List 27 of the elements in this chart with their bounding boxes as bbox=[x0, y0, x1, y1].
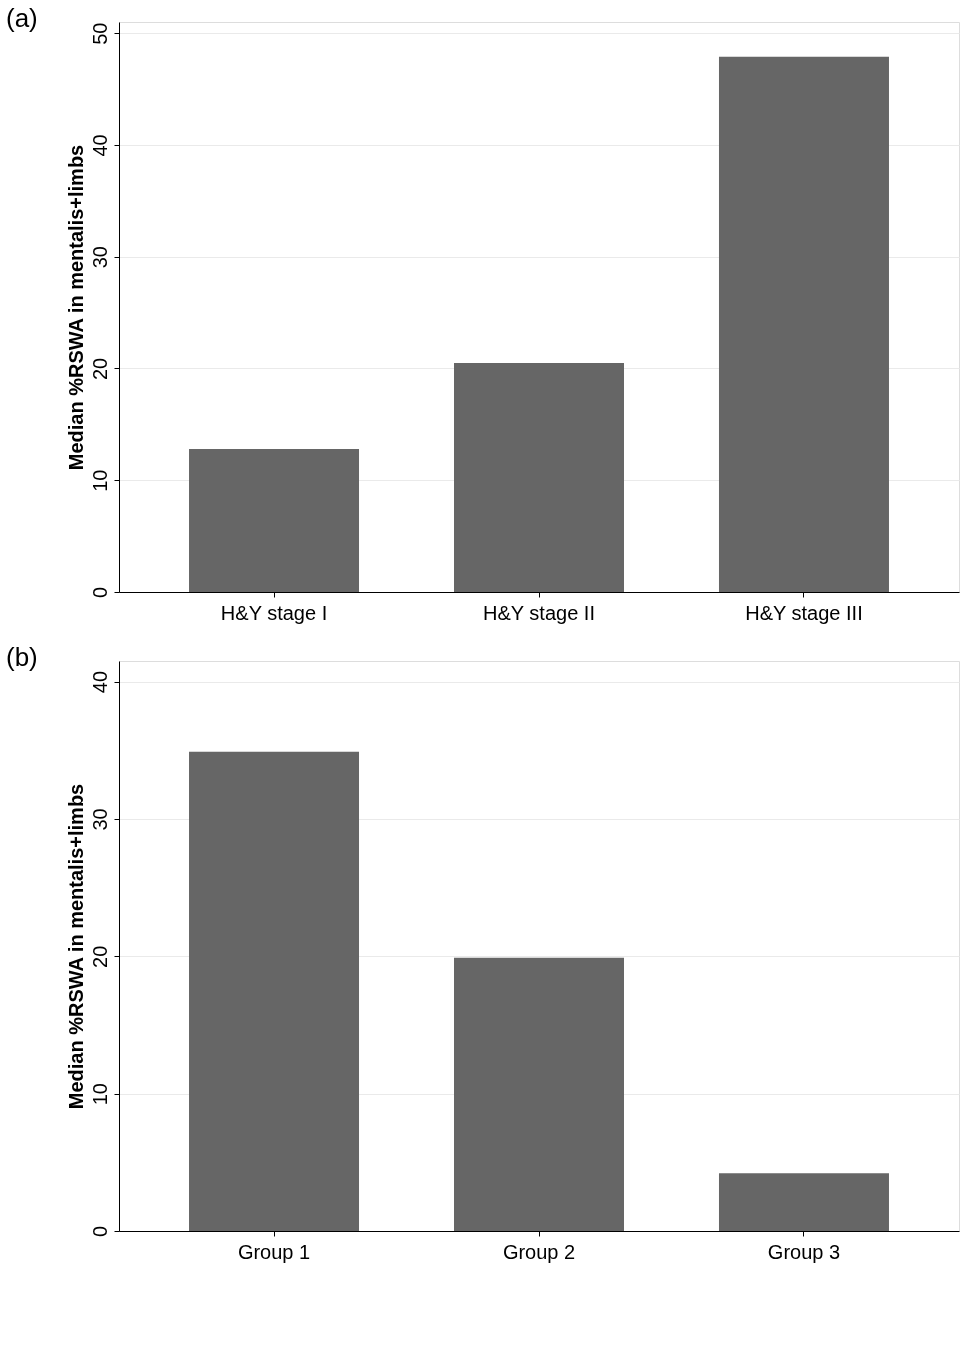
y-tick-label: 10 bbox=[88, 1083, 111, 1106]
x-tick-label: H&Y stage I bbox=[220, 601, 328, 624]
bar bbox=[718, 1173, 889, 1231]
bar bbox=[454, 957, 624, 1231]
y-tick-label: 20 bbox=[88, 357, 111, 381]
y-tick-label: 20 bbox=[88, 945, 111, 968]
x-tick-label: H&Y stage III bbox=[745, 601, 863, 624]
chart-title: (a) bbox=[6, 3, 38, 33]
y-axis-title: Median %RSWA in mentalis+limbs bbox=[64, 144, 87, 471]
x-tick-label: Group 1 bbox=[237, 1240, 311, 1263]
y-axis-title: Median %RSWA in mentalis+limbs bbox=[64, 783, 87, 1110]
bar bbox=[454, 362, 624, 592]
bar bbox=[189, 448, 360, 592]
y-tick-label: 50 bbox=[88, 22, 111, 45]
y-tick-label: 40 bbox=[88, 670, 111, 694]
y-tick-label: 10 bbox=[88, 469, 111, 492]
bar bbox=[189, 751, 360, 1231]
x-tick-label: H&Y stage II bbox=[483, 601, 595, 624]
y-tick-label: 0 bbox=[88, 586, 111, 599]
y-tick-label: 30 bbox=[88, 808, 111, 831]
y-tick-label: 0 bbox=[88, 1225, 111, 1238]
chart-title: (b) bbox=[6, 642, 38, 672]
x-tick-label: Group 3 bbox=[767, 1240, 841, 1263]
x-tick-label: Group 2 bbox=[502, 1240, 576, 1263]
y-tick-label: 30 bbox=[88, 246, 111, 269]
y-tick-label: 40 bbox=[88, 134, 111, 157]
bar bbox=[718, 56, 889, 592]
